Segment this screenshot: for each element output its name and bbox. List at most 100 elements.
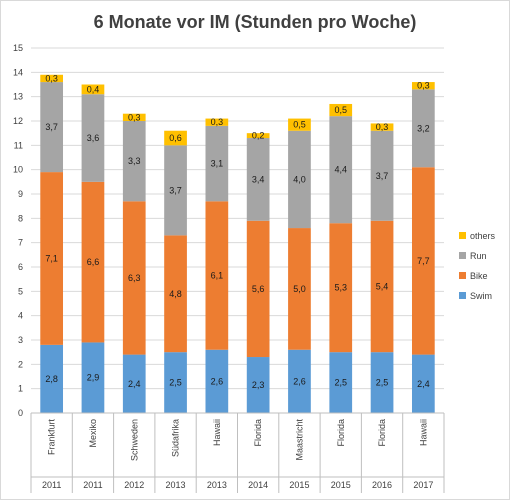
- bar-segment-others: [288, 118, 311, 131]
- x-axis: Frankfurt 2011 Mexiko 2011 Schweden 2012 Südaf…: [30, 412, 445, 493]
- data-label: 6,3: [128, 273, 141, 283]
- bar-segment-run: [246, 138, 270, 221]
- y-tick-label: 10: [13, 165, 23, 175]
- data-label: 3,7: [45, 122, 58, 132]
- legend-swatch-swim: [459, 292, 466, 299]
- data-label: 4,0: [293, 174, 306, 184]
- y-tick-label: 0: [18, 408, 23, 418]
- bar-segment-run: [205, 125, 229, 202]
- legend-label: Bike: [470, 271, 488, 281]
- data-label: 5,6: [252, 284, 265, 294]
- y-tick-label: 2: [18, 359, 23, 369]
- bar-segment-others: [40, 74, 64, 83]
- y-tick-label: 12: [13, 116, 23, 126]
- bar-segment-run: [164, 145, 187, 236]
- bar-segment-bike: [288, 228, 311, 350]
- bar-segment-bike: [246, 220, 270, 358]
- bar-segment-others: [246, 133, 270, 139]
- bar-segment-swim: [370, 352, 394, 413]
- bar-segment-swim: [246, 357, 270, 413]
- year-label: 2015: [331, 480, 351, 490]
- bar-segment-run: [329, 116, 353, 224]
- data-label: 2,8: [45, 374, 58, 384]
- bar-segment-bike: [370, 220, 394, 353]
- y-tick-label: 3: [18, 335, 23, 345]
- y-tick-label: 4: [18, 311, 23, 321]
- category-label: Hawaii: [418, 419, 428, 446]
- bar-segment-others: [329, 103, 353, 117]
- year-label: 2011: [83, 480, 102, 490]
- data-label: 4,4: [334, 165, 347, 175]
- legend-swatch-run: [459, 252, 466, 259]
- bars: 2,8 7,1 3,7 0,3 2,9 6,6 3,6 0,4 2,4 6,3 3,3 0,3 2,5 4…: [40, 73, 435, 413]
- data-label: 3,2: [417, 123, 430, 133]
- data-label: 0,3: [376, 122, 389, 132]
- year-label: 2015: [289, 480, 309, 490]
- y-tick-label: 1: [18, 384, 23, 394]
- y-tick-label: 15: [13, 43, 23, 53]
- legend-label: others: [470, 231, 496, 241]
- bar-segment-bike: [329, 223, 353, 353]
- bar-segment-swim: [40, 344, 64, 413]
- data-label: 0,3: [211, 117, 224, 127]
- bar-segment-bike: [122, 201, 146, 355]
- category-label: Schweden: [129, 419, 139, 461]
- year-label: 2013: [207, 480, 227, 490]
- bar-segment-swim: [205, 349, 229, 413]
- bar-segment-run: [288, 130, 311, 229]
- legend: others Run Bike Swim: [459, 231, 496, 301]
- data-label: 2,4: [417, 379, 430, 389]
- data-label: 2,6: [211, 376, 224, 386]
- bar-segment-bike: [411, 167, 435, 355]
- data-label: 0,5: [293, 120, 306, 130]
- year-label: 2012: [124, 480, 144, 490]
- data-label: 5,4: [376, 281, 389, 291]
- data-label: 5,3: [334, 283, 347, 293]
- legend-label: Run: [470, 251, 487, 261]
- data-label: 2,6: [293, 376, 306, 386]
- data-label: 2,5: [169, 378, 182, 388]
- bar-segment-swim: [122, 354, 146, 413]
- y-tick-label: 14: [13, 67, 23, 77]
- bar-segment-bike: [164, 235, 187, 353]
- data-label: 2,9: [87, 373, 100, 383]
- category-label: Hawaii: [212, 419, 222, 446]
- chart-title: 6 Monate vor IM (Stunden pro Woche): [94, 12, 417, 32]
- data-label: 5,0: [293, 284, 306, 294]
- category-label: Frankfurt: [47, 419, 57, 456]
- bar-segment-swim: [164, 352, 187, 413]
- bar-segment-others: [205, 118, 229, 126]
- bar-segment-others: [411, 82, 435, 90]
- y-tick-label: 6: [18, 262, 23, 272]
- bar-segment-run: [411, 89, 435, 168]
- bar-segment-swim: [81, 342, 105, 413]
- y-tick-label: 13: [13, 92, 23, 102]
- data-label: 3,6: [87, 133, 100, 143]
- year-label: 2016: [372, 480, 392, 490]
- year-label: 2014: [248, 480, 268, 490]
- bar-segment-others: [370, 123, 394, 131]
- bar-segment-run: [40, 82, 64, 173]
- data-label: 0,3: [417, 81, 430, 91]
- data-label: 3,7: [169, 185, 182, 195]
- category-label: Mexiko: [88, 419, 98, 448]
- bar-segment-run: [81, 94, 105, 182]
- y-tick-label: 8: [18, 213, 23, 223]
- data-label: 0,6: [169, 133, 182, 143]
- category-label: Südafrika: [171, 419, 181, 457]
- data-label: 2,5: [334, 378, 347, 388]
- y-tick-label: 11: [14, 140, 23, 150]
- data-label: 0,5: [334, 105, 347, 115]
- data-label: 3,4: [252, 174, 265, 184]
- data-label: 6,1: [211, 271, 224, 281]
- year-label: 2013: [166, 480, 186, 490]
- data-label: 3,3: [128, 156, 141, 166]
- y-tick-label: 7: [18, 238, 23, 248]
- legend-swatch-bike: [459, 272, 466, 279]
- data-label: 0,3: [45, 73, 58, 83]
- bar-segment-bike: [40, 172, 64, 345]
- y-tick-label: 5: [18, 286, 23, 296]
- year-label: 2017: [413, 480, 433, 490]
